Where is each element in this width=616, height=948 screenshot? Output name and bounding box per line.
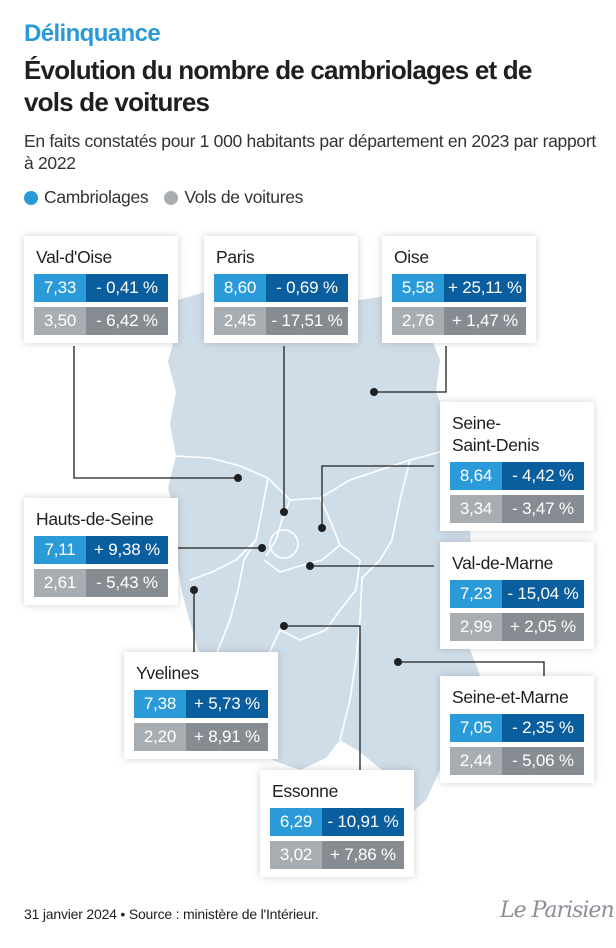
car-theft-change: + 8,91 % xyxy=(186,723,268,751)
car-theft-change: - 5,06 % xyxy=(502,747,584,775)
burglary-value: 7,38 xyxy=(134,690,186,718)
card-hauts-de-seine: Hauts-de-Seine 7,11 + 9,38 % 2,61 - 5,43… xyxy=(24,498,178,605)
subtitle: En faits constatés pour 1 000 habitants … xyxy=(24,131,596,173)
burglary-row: 7,23 - 15,04 % xyxy=(450,580,584,608)
car-theft-row: 2,20 + 8,91 % xyxy=(134,723,268,751)
burglary-value: 7,33 xyxy=(34,274,86,302)
burglary-dot-icon xyxy=(24,190,38,205)
legend-burglary-label: Cambriolages xyxy=(44,187,149,207)
car-theft-change: - 6,42 % xyxy=(86,307,168,335)
burglary-value: 5,58 xyxy=(392,274,444,302)
burglary-value: 8,64 xyxy=(450,462,502,490)
car-theft-value: 2,99 xyxy=(450,613,502,641)
burglary-change: - 2,35 % xyxy=(502,714,584,742)
car-theft-dot-icon xyxy=(164,190,179,205)
legend-car-theft-label: Vols de voitures xyxy=(184,187,304,207)
car-theft-change: - 5,43 % xyxy=(86,569,168,597)
department-name: Oise xyxy=(394,247,429,267)
car-theft-row: 2,76 + 1,47 % xyxy=(392,307,526,335)
department-name: Val-d'Oise xyxy=(36,247,112,267)
burglary-change: + 5,73 % xyxy=(186,690,268,718)
card-seine-saint-denis: Seine- Saint-Denis 8,64 - 4,42 % 3,34 - … xyxy=(440,402,594,531)
car-theft-value: 2,44 xyxy=(450,747,502,775)
car-theft-change: + 7,86 % xyxy=(322,841,404,869)
card-essonne: Essonne 6,29 - 10,91 % 3,02 + 7,86 % xyxy=(260,770,414,877)
burglary-change: - 10,91 % xyxy=(322,808,404,836)
burglary-row: 7,11 + 9,38 % xyxy=(34,536,168,564)
card-oise: Oise 5,58 + 25,11 % 2,76 + 1,47 % xyxy=(382,236,536,343)
department-name: Yvelines xyxy=(136,663,199,683)
kicker: Délinquance xyxy=(24,20,161,47)
legend: Cambriolages Vols de voitures xyxy=(24,187,319,208)
burglary-change: - 0,69 % xyxy=(266,274,348,302)
card-seine-et-marne: Seine-et-Marne 7,05 - 2,35 % 2,44 - 5,06… xyxy=(440,676,594,783)
car-theft-change: - 17,51 % xyxy=(266,307,348,335)
car-theft-value: 2,45 xyxy=(214,307,266,335)
legend-burglary: Cambriolages xyxy=(24,187,149,208)
department-name: Seine-et-Marne xyxy=(452,687,569,707)
burglary-row: 7,38 + 5,73 % xyxy=(134,690,268,718)
car-theft-row: 2,44 - 5,06 % xyxy=(450,747,584,775)
legend-car-theft: Vols de voitures xyxy=(164,187,303,208)
car-theft-change: + 2,05 % xyxy=(502,613,584,641)
page-title: Évolution du nombre de cambriolages et d… xyxy=(24,55,532,117)
le-parisien-logo: Le Parisien xyxy=(500,898,615,923)
burglary-change: - 4,42 % xyxy=(502,462,584,490)
department-name: Hauts-de-Seine xyxy=(36,509,154,529)
burglary-change: - 15,04 % xyxy=(502,580,584,608)
burglary-value: 6,29 xyxy=(270,808,322,836)
card-val-de-marne: Val-de-Marne 7,23 - 15,04 % 2,99 + 2,05 … xyxy=(440,542,594,649)
car-theft-change: - 3,47 % xyxy=(502,495,584,523)
car-theft-value: 3,50 xyxy=(34,307,86,335)
burglary-change: + 9,38 % xyxy=(86,536,168,564)
department-name: Paris xyxy=(216,247,255,267)
department-name: Seine- Saint-Denis xyxy=(452,413,540,455)
car-theft-value: 2,76 xyxy=(392,307,444,335)
burglary-value: 7,05 xyxy=(450,714,502,742)
burglary-change: + 25,11 % xyxy=(444,274,526,302)
card-yvelines: Yvelines 7,38 + 5,73 % 2,20 + 8,91 % xyxy=(124,652,278,759)
burglary-row: 7,33 - 0,41 % xyxy=(34,274,168,302)
department-name: Val-de-Marne xyxy=(452,553,554,573)
car-theft-change: + 1,47 % xyxy=(444,307,526,335)
burglary-value: 7,11 xyxy=(34,536,86,564)
leader-dots xyxy=(190,388,402,666)
car-theft-row: 2,61 - 5,43 % xyxy=(34,569,168,597)
burglary-change: - 0,41 % xyxy=(86,274,168,302)
burglary-value: 7,23 xyxy=(450,580,502,608)
car-theft-value: 3,02 xyxy=(270,841,322,869)
burglary-row: 8,60 - 0,69 % xyxy=(214,274,348,302)
card-val-doise: Val-d'Oise 7,33 - 0,41 % 3,50 - 6,42 % xyxy=(24,236,178,343)
burglary-row: 6,29 - 10,91 % xyxy=(270,808,404,836)
car-theft-value: 2,20 xyxy=(134,723,186,751)
source-note: 31 janvier 2024 • Source : ministère de … xyxy=(24,906,319,922)
car-theft-row: 2,99 + 2,05 % xyxy=(450,613,584,641)
burglary-row: 8,64 - 4,42 % xyxy=(450,462,584,490)
car-theft-value: 2,61 xyxy=(34,569,86,597)
car-theft-value: 3,34 xyxy=(450,495,502,523)
burglary-row: 7,05 - 2,35 % xyxy=(450,714,584,742)
car-theft-row: 2,45 - 17,51 % xyxy=(214,307,348,335)
card-paris: Paris 8,60 - 0,69 % 2,45 - 17,51 % xyxy=(204,236,358,343)
department-name: Essonne xyxy=(272,781,339,801)
burglary-row: 5,58 + 25,11 % xyxy=(392,274,526,302)
burglary-value: 8,60 xyxy=(214,274,266,302)
leader-lines xyxy=(73,346,545,782)
car-theft-row: 3,02 + 7,86 % xyxy=(270,841,404,869)
car-theft-row: 3,50 - 6,42 % xyxy=(34,307,168,335)
car-theft-row: 3,34 - 3,47 % xyxy=(450,495,584,523)
